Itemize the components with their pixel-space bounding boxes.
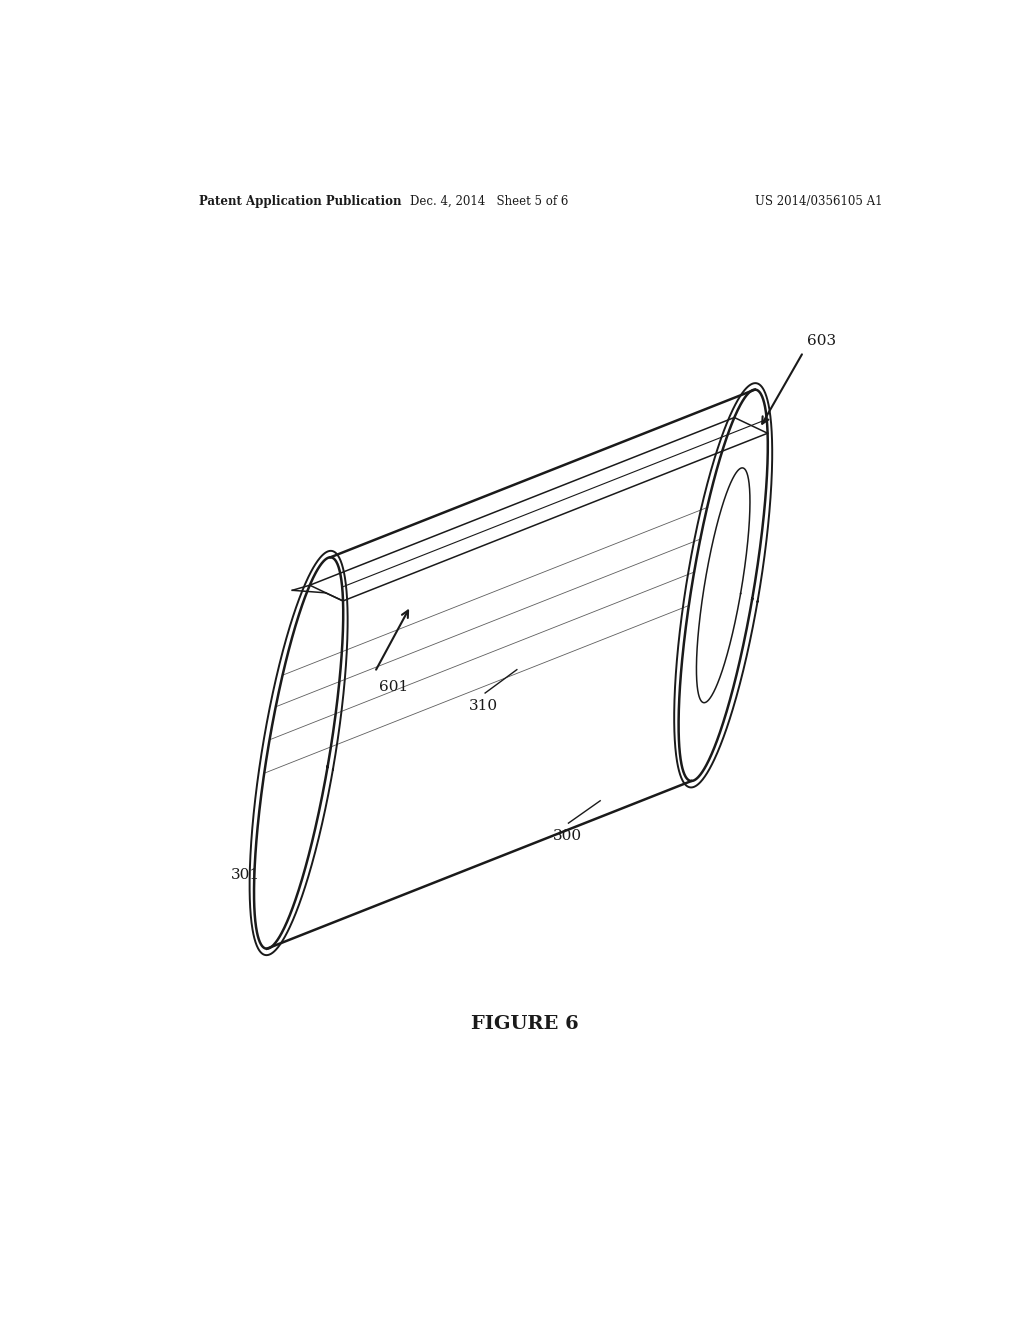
Text: US 2014/0356105 A1: US 2014/0356105 A1 bbox=[755, 194, 883, 207]
Text: 301: 301 bbox=[231, 869, 260, 882]
Text: 300: 300 bbox=[553, 829, 582, 843]
Text: 603: 603 bbox=[807, 334, 837, 348]
Text: 601: 601 bbox=[379, 680, 408, 694]
Text: FIGURE 6: FIGURE 6 bbox=[471, 1015, 579, 1034]
Text: Dec. 4, 2014   Sheet 5 of 6: Dec. 4, 2014 Sheet 5 of 6 bbox=[410, 194, 568, 207]
Text: Patent Application Publication: Patent Application Publication bbox=[200, 194, 402, 207]
Text: 310: 310 bbox=[469, 700, 499, 713]
